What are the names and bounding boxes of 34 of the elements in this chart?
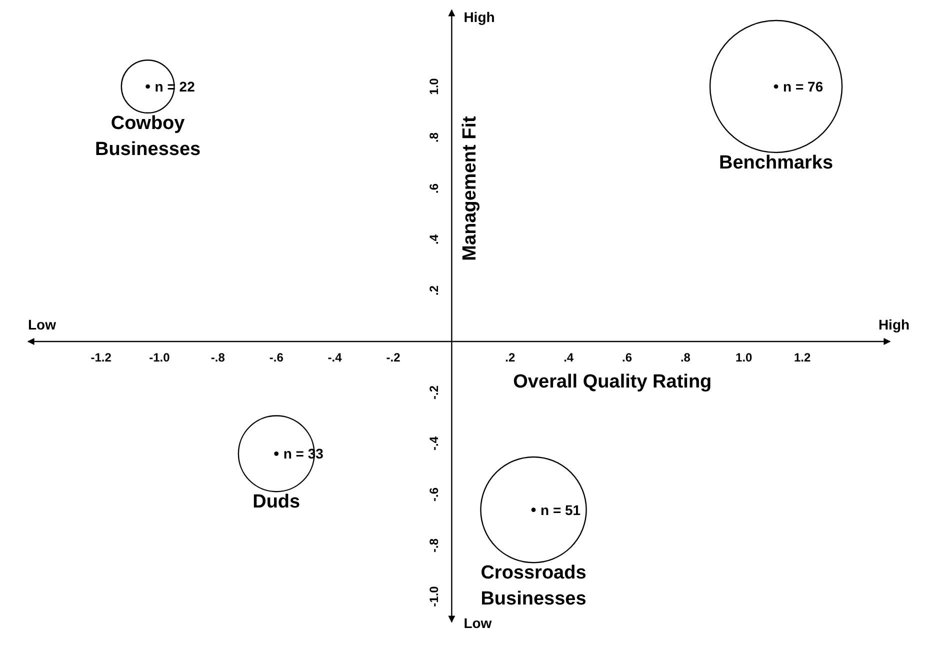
y-axis-title: Management Fit [460,116,481,261]
series-label: Cowboy Businesses [94,112,201,160]
x-tick-label: -.6 [269,350,284,364]
annotation: High [464,9,495,25]
x-tick-label: .4 [564,350,574,364]
x-tick-label: -.2 [386,350,401,364]
y-tick-label: -.6 [426,487,441,502]
x-tick-label: .6 [622,350,632,364]
x-axis-title: Overall Quality Rating [513,372,712,392]
x-tick-label: 1.0 [736,350,753,364]
series-label: Benchmarks [719,152,834,174]
annotation: High [878,316,910,332]
x-tick-label: .2 [505,350,516,364]
y-tick-label: -.4 [426,436,441,451]
annotation: Low [28,316,56,332]
annotation: n = 76 [783,78,824,94]
annotation: n = 51 [540,502,581,518]
series-label: Crossroads Businesses [480,562,586,610]
x-tick-label: .8 [680,350,691,364]
y-tick-label: .6 [426,183,441,194]
y-tick-label: .4 [426,234,441,245]
y-tick-label: .8 [426,132,441,143]
y-tick-label: .2 [426,285,441,296]
y-tick-label: 1.0 [426,78,441,95]
y-tick-label: -1.0 [426,586,441,607]
x-tick-label: -1.0 [149,350,170,364]
series-label: Duds [252,492,300,513]
y-tick-label: -.2 [426,385,441,400]
x-tick-label: -.4 [328,350,342,364]
x-tick-label: -1.2 [90,350,112,364]
annotation: Low [464,615,492,631]
x-tick-label: 1.2 [794,350,812,364]
x-tick-label: -.8 [210,350,226,364]
y-tick-label: -.8 [426,538,441,553]
